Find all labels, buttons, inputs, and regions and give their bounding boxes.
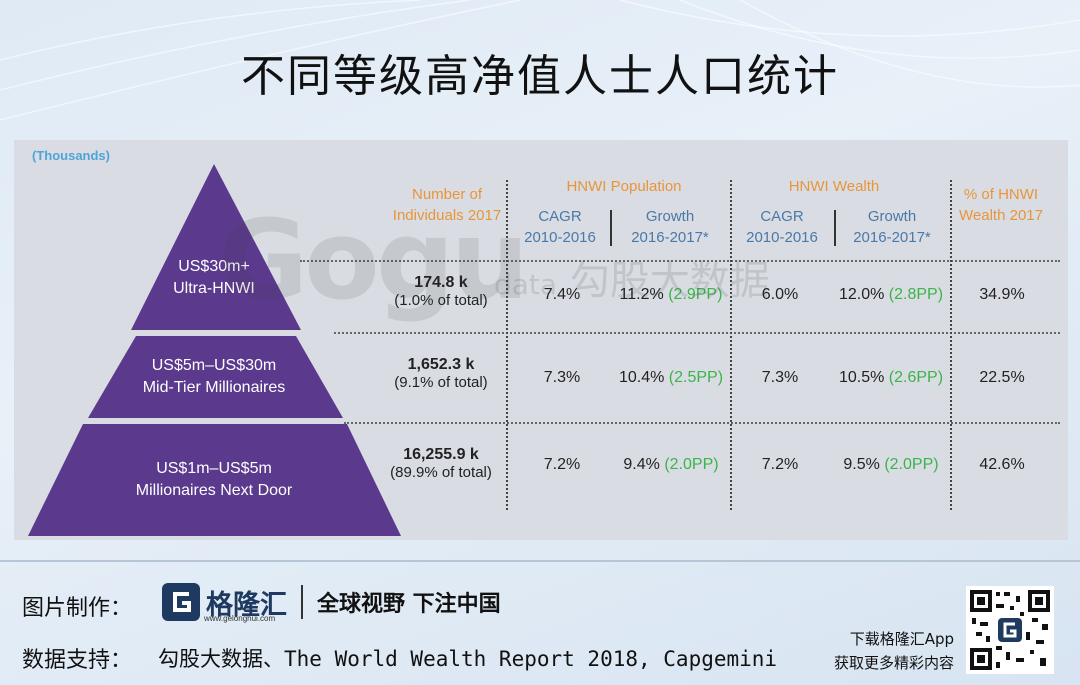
- watermark-text: data 勾股大数据: [494, 258, 770, 304]
- pop-cagr-value: 7.4%: [543, 286, 581, 303]
- brand-slogan: 全球视野 下注中国: [317, 592, 501, 617]
- unit-note: (Thousands): [32, 148, 110, 163]
- column-divider: [506, 180, 508, 510]
- header-divider: [610, 210, 612, 246]
- data-source: 勾股大数据、The World Wealth Report 2018, Capg…: [158, 647, 778, 671]
- made-by-label: 图片制作：: [22, 596, 133, 621]
- header-wealth-growth: Growth 2016-2017*: [853, 208, 931, 246]
- gelonghui-logo-icon: [162, 583, 200, 621]
- chart-panel: (Thousands) US$30m+ Ultra-HNWI US$5m–US$…: [14, 140, 1068, 540]
- wealth-share-value: 22.5%: [979, 369, 1025, 386]
- header-pop-growth: Growth 2016-2017*: [631, 208, 709, 246]
- wealth-cagr-value: 7.3%: [761, 369, 799, 386]
- tier-label-ultra: US$30m+ Ultra-HNWI: [173, 258, 255, 297]
- brand-block: 格隆汇 全球视野 下注中国: [162, 582, 501, 622]
- header-hnwi-population: HNWI Population: [566, 178, 682, 195]
- brand-name: 格隆汇: [206, 589, 287, 621]
- header-pop-cagr: CAGR 2010-2016: [524, 208, 596, 246]
- pyramid-tier-ultra: [131, 164, 301, 330]
- header-wealth-cagr: CAGR 2010-2016: [746, 208, 818, 246]
- watermark-logo: Gogu: [218, 196, 529, 324]
- app-promo-text: 获取更多精彩内容: [833, 654, 954, 672]
- pyramid-tier-next-door: [28, 424, 401, 536]
- pyramid-tier-mid: [88, 336, 343, 418]
- app-download-text: 下载格隆汇App: [849, 630, 954, 648]
- wealth-pyramid: [28, 164, 401, 536]
- wealth-growth-value: 9.5% (2.0PP): [843, 456, 939, 473]
- pop-growth-value: 9.4% (2.0PP): [623, 456, 719, 473]
- table-row: 1,652.3 k (9.1% of total): [394, 356, 488, 391]
- header-wealth-share: % of HNWI Wealth 2017: [959, 186, 1043, 224]
- brand-separator: [301, 585, 303, 619]
- wealth-cagr-value: 6.0%: [761, 286, 799, 303]
- footer-divider: [0, 560, 1080, 562]
- pop-growth-value: 10.4% (2.5PP): [618, 369, 724, 386]
- pop-cagr-value: 7.2%: [543, 456, 581, 473]
- wealth-share-value: 42.6%: [979, 456, 1025, 473]
- header-divider: [834, 210, 836, 246]
- column-divider: [730, 180, 732, 510]
- tier-label-next-door: US$1m–US$5m Millionaires Next Door: [135, 460, 293, 499]
- pop-cagr-value: 7.3%: [543, 369, 581, 386]
- tier-label-mid: US$5m–US$30m Mid-Tier Millionaires: [142, 357, 286, 396]
- wealth-share-value: 34.9%: [979, 286, 1025, 303]
- brand-url: www.gelonghui.com: [204, 614, 276, 623]
- page-title: 不同等级高净值人士人口统计: [241, 51, 839, 102]
- column-divider: [950, 180, 952, 510]
- row-divider: [344, 422, 1060, 424]
- wealth-growth-value: 10.5% (2.6PP): [838, 369, 944, 386]
- row-divider: [334, 332, 1060, 334]
- table-row: 16,255.9 k (89.9% of total): [390, 446, 492, 481]
- wealth-cagr-value: 7.2%: [761, 456, 799, 473]
- row-divider: [300, 260, 1060, 262]
- wealth-growth-value: 12.0% (2.8PP): [838, 286, 944, 303]
- header-hnwi-wealth: HNWI Wealth: [788, 178, 880, 195]
- data-support-label: 数据支持：: [22, 648, 133, 673]
- header-individuals: Number of Individuals 2017: [392, 186, 502, 224]
- pop-growth-value: 11.2% (2.9PP): [619, 286, 723, 303]
- table-row: 174.8 k (1.0% of total): [394, 274, 488, 309]
- qr-code-icon[interactable]: [966, 586, 1054, 674]
